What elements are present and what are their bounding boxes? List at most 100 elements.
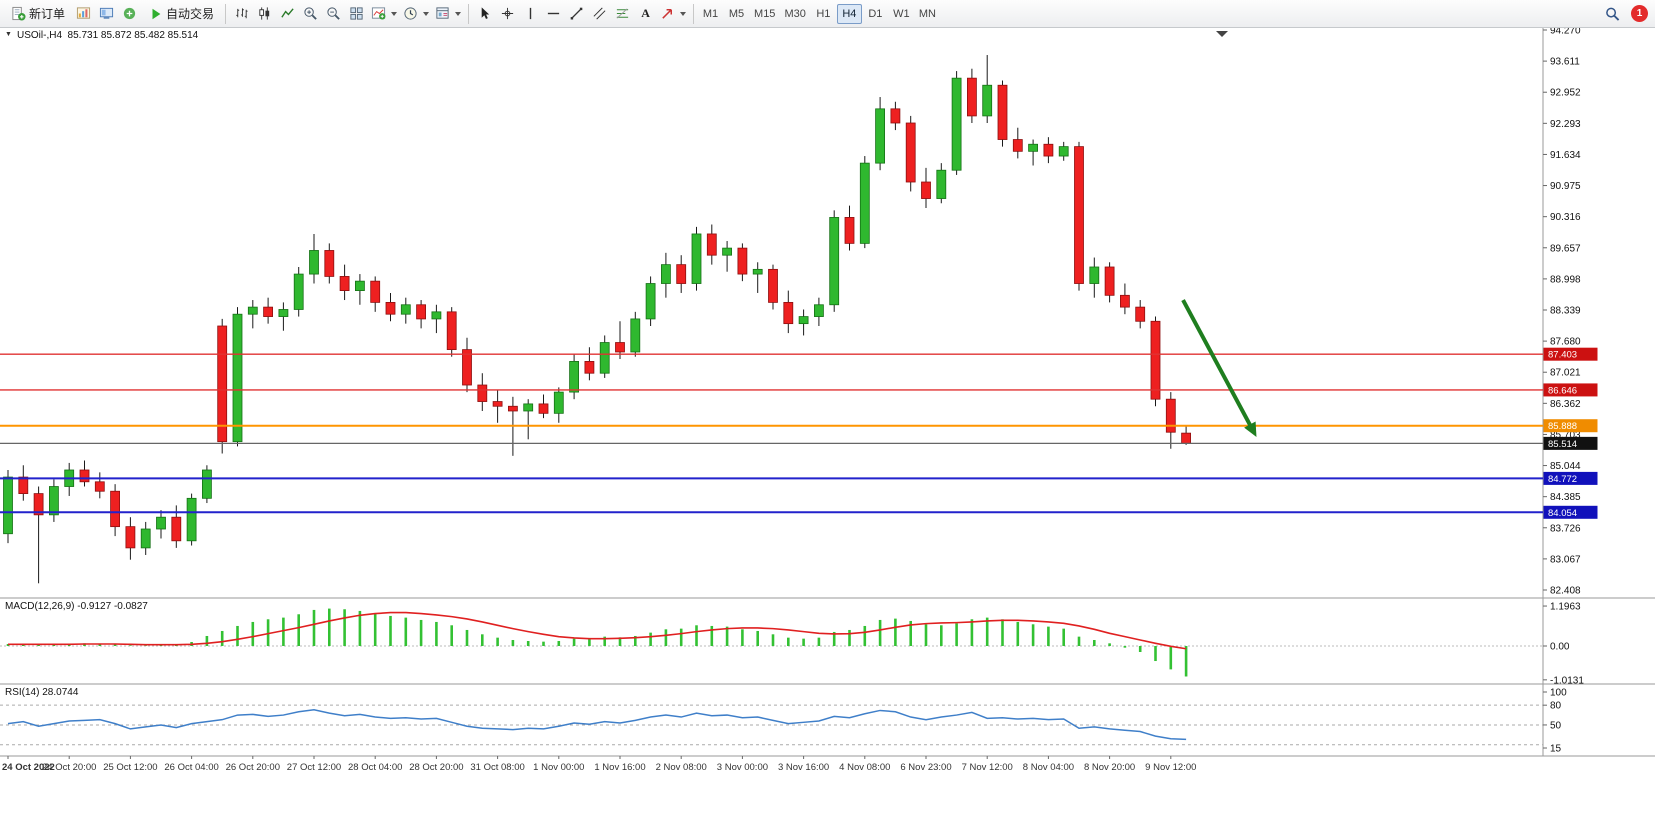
candle bbox=[201, 469, 212, 499]
macd-tick-label: -1.0131 bbox=[1550, 675, 1584, 686]
candle bbox=[110, 490, 120, 528]
crosshair-button[interactable] bbox=[496, 2, 519, 25]
chart-background bbox=[0, 28, 1655, 826]
candle bbox=[462, 349, 472, 386]
price-tick-label: 94.270 bbox=[1550, 28, 1581, 37]
vertical-line-button[interactable] bbox=[519, 2, 542, 25]
tile-windows-button[interactable] bbox=[345, 2, 368, 25]
timeframes-dropdown-caret[interactable] bbox=[423, 11, 430, 16]
price-tag bbox=[1543, 505, 1598, 519]
macd-tick-label: 0.00 bbox=[1550, 642, 1570, 653]
candle bbox=[446, 311, 457, 351]
text-button[interactable]: A bbox=[634, 2, 657, 25]
timeframe-d1-button[interactable]: D1 bbox=[863, 4, 888, 24]
candle bbox=[829, 217, 840, 306]
candle bbox=[247, 306, 258, 315]
candle bbox=[768, 268, 778, 303]
time-label: 26 Oct 04:00 bbox=[164, 762, 218, 773]
channel-icon bbox=[592, 6, 607, 21]
price-tick-label: 93.611 bbox=[1550, 57, 1580, 68]
terminal-button[interactable] bbox=[118, 2, 141, 25]
navigator-button[interactable] bbox=[95, 2, 118, 25]
toolbar-separator bbox=[693, 3, 695, 24]
time-label: 25 Oct 12:00 bbox=[103, 762, 157, 773]
templates-button[interactable] bbox=[432, 2, 464, 25]
candle bbox=[354, 280, 365, 291]
price-tag-label: 85.888 bbox=[1548, 421, 1577, 432]
candlestick-button[interactable] bbox=[253, 2, 276, 25]
timeframe-w1-button[interactable]: W1 bbox=[889, 4, 914, 24]
timeframe-h4-button[interactable]: H4 bbox=[836, 3, 862, 24]
arrow-button[interactable] bbox=[657, 2, 689, 25]
candle bbox=[615, 342, 625, 353]
price-tick-label: 85.044 bbox=[1550, 461, 1581, 472]
text-icon: A bbox=[641, 6, 650, 20]
candle bbox=[936, 169, 947, 199]
price-tick-label: 92.293 bbox=[1550, 119, 1581, 130]
autotrading-button[interactable]: 自动交易 bbox=[141, 2, 221, 25]
candle bbox=[890, 108, 901, 124]
candle bbox=[752, 268, 763, 275]
price-tick-label: 87.680 bbox=[1550, 337, 1581, 348]
templates-dropdown-caret[interactable] bbox=[455, 11, 462, 16]
channel-button[interactable] bbox=[588, 2, 611, 25]
timeframe-m30-button[interactable]: M30 bbox=[780, 4, 809, 24]
vertical-line-icon bbox=[523, 6, 538, 21]
candle bbox=[997, 84, 1008, 140]
timeframe-m5-button[interactable]: M5 bbox=[724, 4, 749, 24]
chart-canvas[interactable]: 94.270 93.611 92.952 92.293 91.634 90.975 90.3… bbox=[0, 28, 1655, 826]
candle bbox=[156, 516, 166, 530]
notification-badge[interactable]: 1 bbox=[1631, 5, 1648, 22]
arrow-dropdown-caret[interactable] bbox=[680, 11, 687, 16]
indicators-button[interactable] bbox=[368, 2, 400, 25]
trend-arrow-head[interactable] bbox=[1244, 421, 1257, 437]
candle bbox=[538, 403, 549, 414]
chart-shift-marker[interactable] bbox=[1216, 31, 1228, 37]
candle bbox=[309, 250, 319, 275]
candle bbox=[431, 311, 442, 320]
search-button[interactable] bbox=[1601, 2, 1624, 25]
market-watch-button[interactable] bbox=[72, 2, 95, 25]
price-tick-label: 91.634 bbox=[1550, 150, 1581, 161]
indicators-dropdown-caret[interactable] bbox=[391, 11, 398, 16]
price-tick-label: 86.362 bbox=[1550, 399, 1581, 410]
zoom-out-button[interactable] bbox=[322, 2, 345, 25]
candle bbox=[875, 108, 885, 164]
candle bbox=[232, 313, 243, 443]
toolbar-separator bbox=[225, 3, 227, 24]
horizontal-line-button[interactable] bbox=[542, 2, 565, 25]
candle bbox=[645, 283, 656, 320]
candle bbox=[171, 516, 182, 542]
trend-arrow-line[interactable] bbox=[1181, 299, 1254, 430]
candle bbox=[507, 405, 518, 412]
timeframe-h1-button[interactable]: H1 bbox=[811, 4, 836, 24]
candle bbox=[416, 304, 427, 320]
candle bbox=[599, 342, 610, 374]
cursor-button[interactable] bbox=[473, 2, 496, 25]
zoom-out-icon bbox=[326, 6, 341, 21]
timeframes-button[interactable] bbox=[400, 2, 432, 25]
rsi-line bbox=[7, 709, 1187, 741]
zoom-in-button[interactable] bbox=[299, 2, 322, 25]
candle bbox=[1058, 146, 1069, 157]
bar-chart-button[interactable] bbox=[230, 2, 253, 25]
timeframe-m1-button[interactable]: M1 bbox=[698, 4, 723, 24]
candle bbox=[1150, 320, 1161, 400]
price-tag bbox=[1543, 436, 1598, 450]
crosshair-icon bbox=[500, 6, 515, 21]
chart-menu-triangle[interactable]: ▼ bbox=[5, 31, 12, 38]
price-tag-label: 84.772 bbox=[1548, 474, 1577, 485]
line-chart-button[interactable] bbox=[276, 2, 299, 25]
candle bbox=[278, 309, 289, 317]
new-order-icon bbox=[11, 6, 26, 21]
new-order-button[interactable]: 新订单 bbox=[4, 2, 72, 25]
timeframe-mn-button[interactable]: MN bbox=[915, 4, 940, 24]
fibonacci-button[interactable] bbox=[611, 2, 634, 25]
price-tag bbox=[1543, 347, 1598, 361]
trendline-button[interactable] bbox=[565, 2, 588, 25]
price-tag-label: 85.514 bbox=[1548, 439, 1577, 450]
candle bbox=[569, 361, 579, 393]
candle bbox=[385, 301, 396, 315]
candle bbox=[951, 77, 962, 171]
timeframe-m15-button[interactable]: M15 bbox=[750, 4, 779, 24]
